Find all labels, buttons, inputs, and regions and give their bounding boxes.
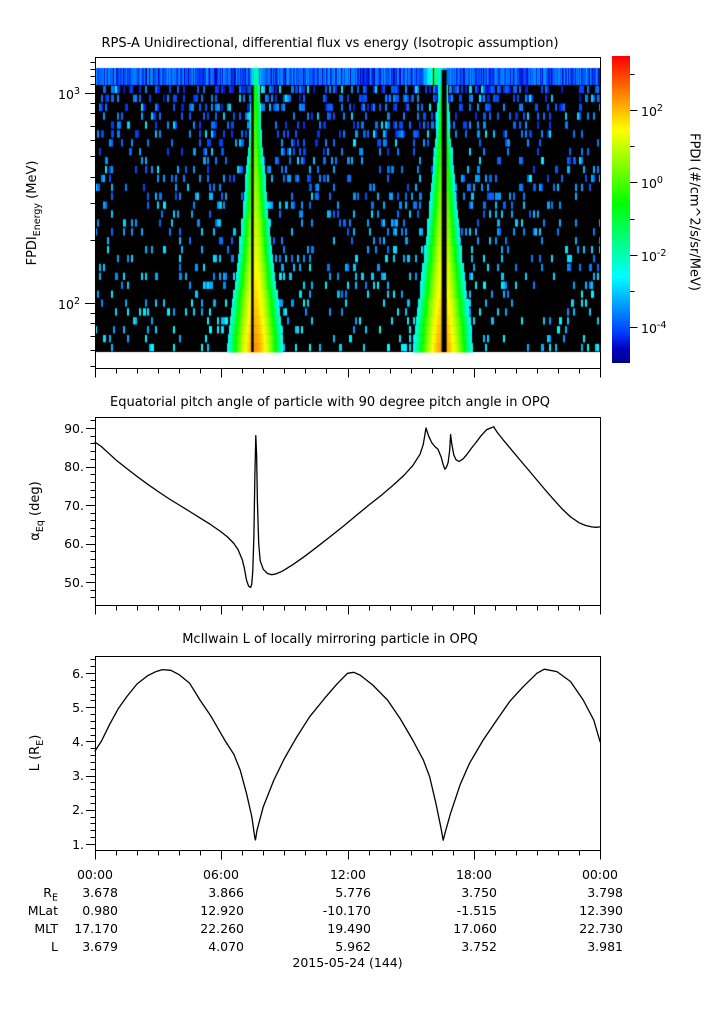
pitch-axis-label-sub: Eq (34, 520, 46, 533)
pitch-frame (95, 417, 601, 606)
time-tick-label: 00:00 (76, 867, 114, 882)
colorbar-tick-label: 10-2 (641, 248, 667, 265)
energy-tick-label: 103 (58, 86, 80, 103)
ephemeris-value: 3.678 (82, 885, 118, 900)
ephemeris-value: 0.980 (82, 903, 118, 918)
mcilwain-l-curve (94, 668, 601, 841)
ephemeris-value: 3.752 (461, 939, 497, 954)
pitch-tick-label: 90. (64, 421, 84, 436)
ephemeris-value: 3.981 (587, 939, 623, 954)
l-axis-label-unit: ) (28, 734, 44, 740)
colorbar-tick-label: 10-4 (641, 320, 667, 337)
ephemeris-value: 19.490 (327, 921, 371, 936)
time-tick-label: 18:00 (455, 867, 493, 882)
ephemeris-value: 3.750 (461, 885, 497, 900)
time-tick-label: 06:00 (202, 867, 240, 882)
ephemeris-value: 3.798 (587, 885, 623, 900)
ephemeris-row-label: RE (43, 885, 58, 904)
colorbar-canvas (612, 56, 630, 363)
pitch-axis-label-unit: (deg) (28, 481, 44, 521)
l-tick-label: 1. (72, 837, 84, 852)
pitch-tick-label: 50. (64, 575, 84, 590)
date-label: 2015-05-24 (144) (292, 955, 403, 970)
ephemeris-value: 5.776 (335, 885, 371, 900)
ephemeris-value: 5.962 (335, 939, 371, 954)
ephemeris-value: 3.866 (208, 885, 244, 900)
pitch-panel-title: Equatorial pitch angle of particle with … (110, 395, 550, 410)
ephemeris-value: 12.390 (579, 903, 623, 918)
time-tick-label: 12:00 (329, 867, 367, 882)
energy-axis-label-main: FPDI (25, 236, 41, 266)
pitch-angle-curve (94, 426, 601, 589)
ephemeris-value: 12.920 (200, 903, 244, 918)
l-axis-label-main: L (R (28, 745, 44, 772)
ephemeris-row-label: L (51, 939, 58, 954)
ephemeris-value: 3.679 (82, 939, 118, 954)
spectrogram-canvas (95, 57, 600, 368)
ephemeris-value: 22.730 (579, 921, 623, 936)
colorbar-label: FPDI (#/cm^2/s/sr/MeV) (686, 133, 702, 291)
ephemeris-value: -10.170 (322, 903, 371, 918)
spectrogram-title: RPS-A Unidirectional, differential flux … (101, 36, 559, 51)
l-tick-label: 3. (72, 768, 84, 783)
l-tick-label: 5. (72, 700, 84, 715)
ephemeris-value: 17.170 (74, 921, 118, 936)
pitch-axis-label-main: α (28, 532, 44, 541)
l-tick-label: 2. (72, 802, 84, 817)
l-tick-label: 6. (72, 666, 84, 681)
ephemeris-row-label: MLT (34, 921, 58, 936)
l-tick-label: 4. (72, 734, 84, 749)
mcilwain-panel-title: McIlwain L of locally mirroring particle… (182, 632, 478, 647)
energy-axis-label: FPDIEnergy (MeV) (25, 161, 43, 266)
pitch-tick-label: 80. (64, 459, 84, 474)
energy-axis-label-sub: Energy (31, 202, 43, 237)
energy-axis-label-unit: (MeV) (25, 160, 41, 203)
ephemeris-value: 22.260 (200, 921, 244, 936)
ephemeris-value: -1.515 (456, 903, 497, 918)
ephemeris-value: 4.070 (208, 939, 244, 954)
ephemeris-value: 17.060 (453, 921, 497, 936)
colorbar-tick-label: 100 (641, 175, 663, 192)
time-tick-label: 00:00 (581, 867, 619, 882)
pitch-tick-label: 70. (64, 498, 84, 513)
spectrogram-frame (95, 57, 601, 369)
pitch-tick-label: 60. (64, 536, 84, 551)
energy-tick-label: 102 (58, 296, 80, 313)
colorbar-tick-label: 102 (641, 103, 663, 120)
ephemeris-row-label: MLat (27, 903, 58, 918)
